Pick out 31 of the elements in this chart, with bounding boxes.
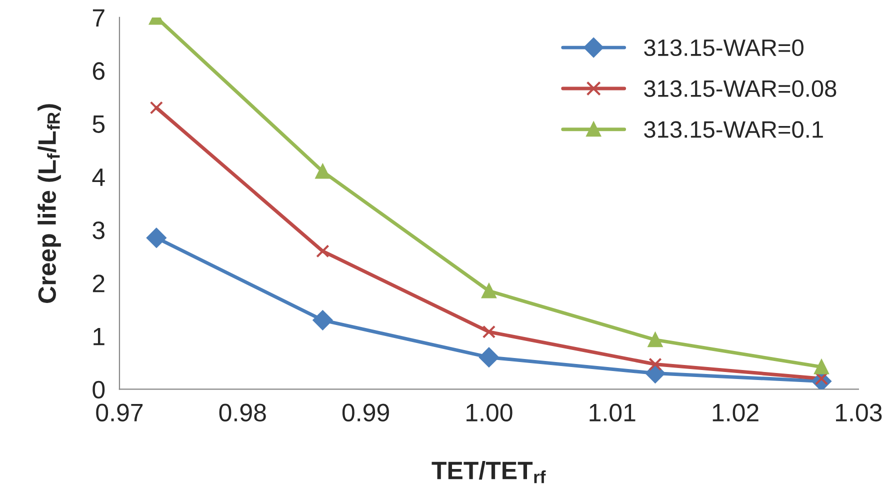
point bbox=[482, 284, 496, 298]
x-tick-label: 1.03 bbox=[836, 404, 882, 422]
y-tick-label: 7 bbox=[92, 9, 104, 27]
point bbox=[648, 332, 663, 348]
point bbox=[648, 358, 662, 371]
x-tick-label: 1.02 bbox=[712, 404, 758, 422]
x-tick-label: 0.98 bbox=[219, 404, 266, 422]
point bbox=[479, 347, 499, 368]
point bbox=[146, 228, 166, 248]
legend-label: 313.15-WAR=0 bbox=[644, 39, 804, 56]
legend-label: 313.15-WAR=0.08 bbox=[644, 80, 836, 97]
x-axis-title: TET/TET$_{rf}$ bbox=[432, 461, 546, 484]
point bbox=[312, 310, 333, 330]
x-tick-label: 1.01 bbox=[590, 404, 636, 422]
y-tick-label: 3 bbox=[92, 222, 104, 240]
legend-label: 313.15-WAR=0.1 bbox=[644, 121, 823, 138]
point bbox=[482, 325, 496, 338]
y-tick-label: 6 bbox=[92, 62, 104, 80]
y-tick-label: 5 bbox=[92, 116, 105, 133]
y-tick-label: 0 bbox=[92, 380, 105, 399]
point bbox=[315, 164, 330, 179]
y-tick-label: 1 bbox=[94, 328, 104, 346]
point bbox=[316, 244, 330, 258]
point bbox=[814, 360, 829, 374]
y-tick-label: 4 bbox=[92, 168, 105, 186]
y-tick-label: 2 bbox=[92, 274, 104, 292]
y-axis-title: Creep life (L$_{f}$/L$_{fR}$) bbox=[38, 104, 61, 303]
x-tick-label: 0.97 bbox=[96, 404, 143, 422]
x-tick-label: 0.99 bbox=[342, 404, 389, 422]
point bbox=[150, 101, 164, 114]
x-tick-label: 1.00 bbox=[466, 404, 512, 422]
